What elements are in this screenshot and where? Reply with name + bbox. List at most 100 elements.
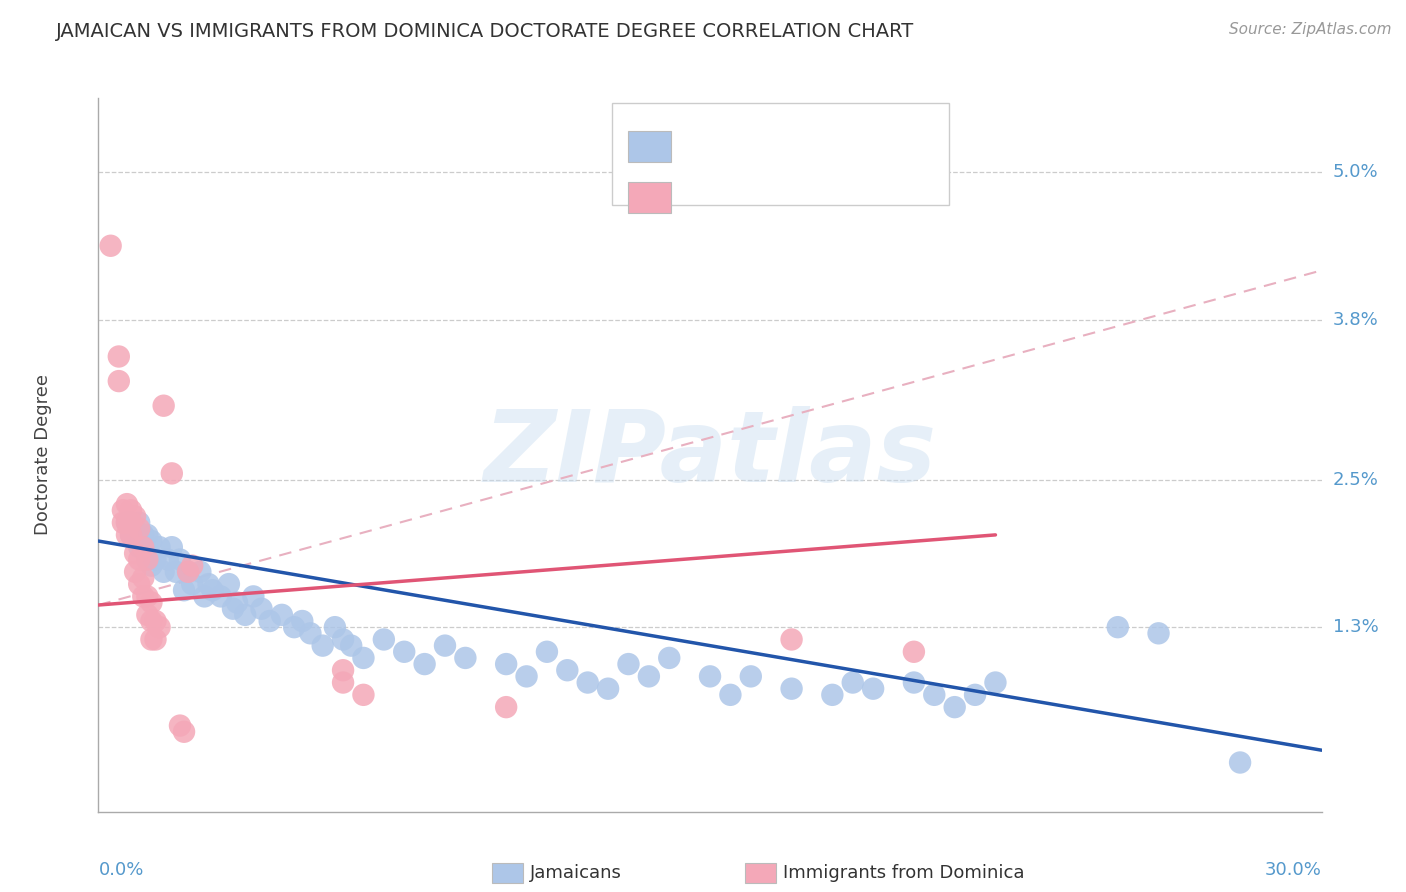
- Point: [111, 516, 134, 530]
- Point: [132, 571, 155, 585]
- Point: [617, 657, 640, 671]
- Point: [136, 552, 159, 566]
- Point: [209, 590, 232, 604]
- Point: [299, 626, 322, 640]
- Text: 3.8%: 3.8%: [1333, 310, 1378, 328]
- Point: [903, 645, 925, 659]
- Point: [841, 675, 863, 690]
- Point: [128, 540, 150, 554]
- Point: [555, 663, 579, 677]
- Point: [250, 601, 273, 615]
- Point: [141, 596, 163, 610]
- Point: [136, 528, 159, 542]
- Point: [943, 700, 966, 714]
- Point: [152, 399, 174, 413]
- Text: 2.5%: 2.5%: [1333, 470, 1379, 489]
- Point: [1229, 756, 1251, 770]
- Point: [141, 614, 163, 628]
- Point: [259, 614, 281, 628]
- Point: [984, 675, 1007, 690]
- Point: [145, 614, 167, 628]
- Point: [434, 639, 457, 653]
- Point: [120, 528, 142, 542]
- Point: [332, 632, 354, 647]
- Point: [197, 577, 219, 591]
- Point: [124, 546, 146, 560]
- Point: [516, 669, 538, 683]
- Text: Immigrants from Dominica: Immigrants from Dominica: [783, 864, 1025, 882]
- Point: [156, 552, 179, 566]
- Point: [903, 675, 925, 690]
- Point: [193, 590, 215, 604]
- Point: [821, 688, 844, 702]
- Point: [120, 503, 142, 517]
- Point: [658, 651, 681, 665]
- Point: [120, 516, 142, 530]
- Point: [188, 565, 212, 579]
- Point: [173, 724, 195, 739]
- Point: [115, 516, 138, 530]
- Point: [152, 565, 174, 579]
- Point: [373, 632, 395, 647]
- Point: [340, 639, 363, 653]
- Point: [141, 632, 163, 647]
- Point: [222, 601, 245, 615]
- Point: [108, 350, 131, 364]
- Text: 0.0%: 0.0%: [98, 861, 143, 879]
- Point: [136, 590, 159, 604]
- Point: [169, 552, 191, 566]
- Point: [718, 688, 742, 702]
- Point: [352, 651, 374, 665]
- Point: [495, 700, 517, 714]
- Point: [100, 239, 122, 253]
- Point: [132, 540, 155, 554]
- Point: [149, 620, 172, 634]
- Point: [862, 681, 884, 696]
- Point: [111, 503, 134, 517]
- Point: [165, 565, 187, 579]
- Point: [352, 688, 374, 702]
- Text: Jamaicans: Jamaicans: [530, 864, 621, 882]
- Point: [283, 620, 305, 634]
- Text: JAMAICAN VS IMMIGRANTS FROM DOMINICA DOCTORATE DEGREE CORRELATION CHART: JAMAICAN VS IMMIGRANTS FROM DOMINICA DOC…: [56, 22, 914, 41]
- Point: [233, 607, 256, 622]
- Point: [115, 497, 138, 511]
- Point: [128, 577, 150, 591]
- Point: [145, 552, 167, 566]
- Point: [169, 718, 191, 732]
- Point: [1107, 620, 1129, 634]
- Text: 5.0%: 5.0%: [1333, 163, 1378, 181]
- Point: [124, 522, 146, 536]
- Point: [181, 577, 204, 591]
- Text: ZIPatlas: ZIPatlas: [484, 407, 936, 503]
- Point: [454, 651, 477, 665]
- Point: [160, 467, 183, 481]
- Text: Source: ZipAtlas.com: Source: ZipAtlas.com: [1229, 22, 1392, 37]
- Point: [226, 596, 249, 610]
- Point: [115, 528, 138, 542]
- Point: [270, 607, 294, 622]
- Point: [536, 645, 558, 659]
- Point: [1147, 626, 1170, 640]
- Point: [495, 657, 517, 671]
- Point: [323, 620, 346, 634]
- Point: [780, 681, 803, 696]
- Point: [115, 516, 138, 530]
- Point: [177, 565, 200, 579]
- Point: [965, 688, 987, 702]
- Point: [177, 565, 200, 579]
- Point: [141, 534, 163, 549]
- Point: [218, 577, 240, 591]
- Point: [312, 639, 335, 653]
- Point: [922, 688, 945, 702]
- Point: [413, 657, 436, 671]
- Point: [332, 675, 354, 690]
- Point: [149, 540, 172, 554]
- Point: [132, 528, 155, 542]
- Point: [128, 552, 150, 566]
- Point: [124, 565, 146, 579]
- Point: [136, 552, 159, 566]
- Point: [740, 669, 762, 683]
- Point: [136, 607, 159, 622]
- Point: [120, 528, 142, 542]
